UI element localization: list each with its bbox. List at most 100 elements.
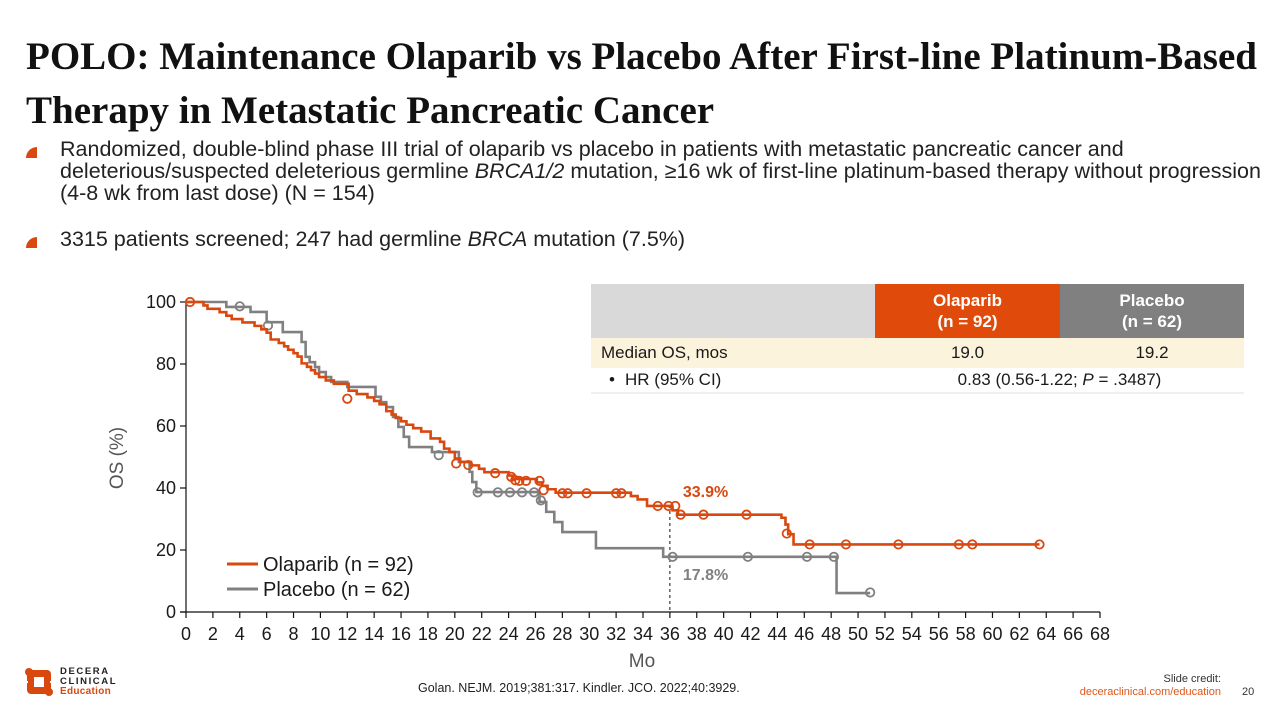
x-tick-label: 22 [472,624,492,644]
bullet-text: mutation, ≥16 wk of first-line platinum-… [60,159,1261,205]
censor-mark-olaparib [1034,539,1045,550]
table-row-hr: • HR (95% CI) 0.83 (0.56-1.22; P = .3487) [591,368,1244,394]
censor-mark-olaparib [538,485,549,496]
x-tick-label: 26 [525,624,545,644]
x-axis-title: Mo [629,651,655,672]
x-tick-label: 42 [741,624,761,644]
x-tick-label: 60 [982,624,1002,644]
censor-mark-placebo [516,487,528,498]
censor-mark-placebo [667,551,678,562]
censor-mark-olaparib [534,475,545,486]
header-olaparib-name: Olaparib [933,291,1002,310]
x-tick-label: 10 [310,624,330,644]
bullet-text: mutation (7.5%) [527,227,686,251]
x-tick-label: 18 [418,624,438,644]
censor-mark-olaparib [557,488,568,499]
series-layer [184,296,1045,598]
gene-name: BRCA [467,227,528,251]
reference-citation: Golan. NEJM. 2019;381:317. Kindler. JCO.… [418,681,740,695]
header-olaparib-n: (n = 92) [937,312,998,331]
x-tick-label: 12 [337,624,357,644]
km-curve-olaparib [186,300,1040,546]
censor-mark-olaparib [893,539,904,550]
censor-mark-olaparib [581,488,592,499]
x-tick-label: 4 [235,624,245,644]
censor-mark-placebo [433,450,444,461]
x-tick-label: 54 [902,624,922,644]
censor-mark-placebo [865,587,876,598]
x-tick-label: 14 [364,624,384,644]
annotation-layer: 33.9% 17.8% [683,484,728,584]
hr-label-cell: • HR (95% CI) [591,368,875,394]
censor-mark-placebo [262,320,274,331]
table-header-olaparib: Olaparib (n = 92) [875,284,1060,338]
table-header-row: Olaparib (n = 92) Placebo (n = 62) [591,284,1244,338]
x-tick-label: 2 [208,624,218,644]
y-tick-label: 80 [156,354,176,374]
censor-mark-olaparib [611,488,622,499]
credit-link[interactable]: deceraclinical.com/education [1079,686,1221,698]
legend: Olaparib (n = 92) Placebo (n = 62) [227,554,414,601]
x-tick-label: 6 [262,624,272,644]
header-placebo-name: Placebo [1119,291,1185,310]
median-os-label: Median OS, mos [591,338,875,368]
median-os-olaparib: 19.0 [875,338,1060,368]
credit-label: Slide credit: [1163,673,1221,685]
x-tick-label: 40 [714,624,734,644]
y-tick-label: 0 [166,602,176,622]
x-tick-label: 66 [1063,624,1083,644]
censor-mark-olaparib [510,475,521,486]
slide-credit: Slide credit: deceraclinical.com/educati… [1080,673,1221,699]
x-tick-label: 16 [391,624,411,644]
y-tick-label: 100 [146,292,176,312]
x-tick-label: 44 [767,624,787,644]
x-tick-label: 56 [929,624,949,644]
censor-mark-olaparib [490,468,501,479]
censor-mark-olaparib [342,393,353,404]
hr-value-text: 0.83 (0.56-1.22; [957,370,1083,389]
censor-mark-placebo [472,487,483,498]
decera-logo-icon [25,668,53,696]
x-tick-label: 46 [794,624,814,644]
x-tick-label: 38 [687,624,707,644]
hr-value: 0.83 (0.56-1.22; P = .3487) [875,368,1244,394]
hr-bullet: • [609,370,615,389]
logo-line-2: CLINICAL [60,676,118,687]
censor-mark-placebo [234,301,245,312]
x-tick-label: 36 [660,624,680,644]
x-tick-label: 0 [181,624,191,644]
header-placebo-n: (n = 62) [1122,312,1182,331]
censor-mark-placebo [535,495,546,506]
x-tick-label: 20 [445,624,465,644]
table-header-blank [591,284,875,338]
censor-mark-olaparib [840,539,852,550]
x-tick-label: 34 [633,624,653,644]
bullet-list: Randomized, double-blind phase III trial… [26,138,1266,250]
x-tick-label: 28 [552,624,572,644]
censor-mark-placebo [492,487,503,498]
logo-line-1: DECERA [60,666,110,677]
y-tick-label: 60 [156,416,176,436]
x-tick-label: 8 [289,624,299,644]
x-tick-label: 58 [956,624,976,644]
x-tick-label: 68 [1090,624,1110,644]
y-tick-label: 20 [156,540,176,560]
censor-mark-olaparib [741,509,752,520]
annotation-olaparib: 33.9% [683,484,728,501]
gene-name: BRCA1/2 [474,159,565,183]
legend-label-placebo: Placebo (n = 62) [263,579,410,601]
x-tick-label: 48 [821,624,841,644]
bullet-marker-icon [26,237,37,248]
censor-mark-olaparib [514,475,525,486]
bullet-text: 3315 patients screened; 247 had germline [60,227,468,251]
median-os-placebo: 19.2 [1060,338,1244,368]
decera-logo: DECERA CLINICAL Education [25,667,135,699]
censor-mark-olaparib [451,458,462,469]
censor-mark-olaparib [562,488,573,499]
y-axis-title: OS (%) [107,427,128,489]
censor-mark-olaparib [781,528,792,539]
x-tick-label: 50 [848,624,868,644]
logo-wordmark: DECERA CLINICAL Education [60,667,117,697]
bullet-marker-icon [26,147,37,158]
censor-mark-olaparib [616,488,627,499]
